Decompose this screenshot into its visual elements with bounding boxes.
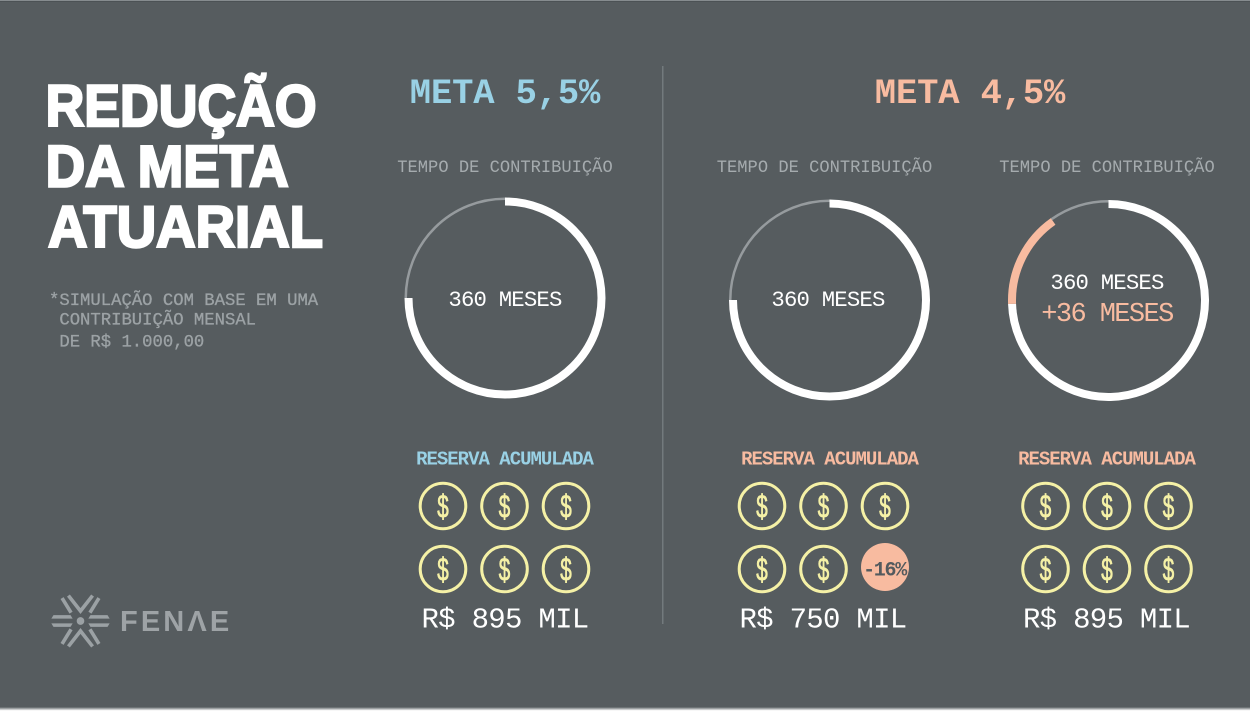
svg-text:360 MESES: 360 MESES (771, 287, 885, 313)
svg-text:RESERVA ACUMULADA: RESERVA ACUMULADA (1018, 449, 1196, 471)
svg-text:RESERVA ACUMULADA: RESERVA ACUMULADA (741, 449, 919, 471)
svg-text:+36 MESES: +36 MESES (1041, 300, 1173, 330)
svg-text:-16%: -16% (863, 559, 908, 582)
svg-text:R$ 895 MIL: R$ 895 MIL (1023, 604, 1190, 637)
svg-text:META 4,5%: META 4,5% (875, 73, 1066, 114)
svg-text:RESERVA ACUMULADA: RESERVA ACUMULADA (416, 449, 594, 471)
svg-text:META 5,5%: META 5,5% (410, 73, 601, 114)
svg-text:REDUÇÃO: REDUÇÃO (46, 74, 317, 139)
svg-text:R$ 750 MIL: R$ 750 MIL (739, 604, 906, 637)
svg-text:FENΛE: FENΛE (120, 606, 232, 638)
svg-text:R$ 895 MIL: R$ 895 MIL (421, 604, 588, 637)
svg-text:DE R$ 1.000,00: DE R$ 1.000,00 (59, 334, 204, 353)
svg-text:TEMPO DE CONTRIBUIÇÃO: TEMPO DE CONTRIBUIÇÃO (397, 158, 612, 178)
svg-text:ATUARIAL: ATUARIAL (48, 195, 323, 260)
svg-text:TEMPO DE CONTRIBUIÇÃO: TEMPO DE CONTRIBUIÇÃO (717, 158, 932, 178)
svg-text:TEMPO DE CONTRIBUIÇÃO: TEMPO DE CONTRIBUIÇÃO (999, 158, 1214, 178)
svg-text:*SIMULAÇÃO COM BASE EM UMA: *SIMULAÇÃO COM BASE EM UMA (49, 291, 319, 311)
svg-text:CONTRIBUIÇÃO MENSAL: CONTRIBUIÇÃO MENSAL (59, 311, 256, 331)
svg-text:360 MESES: 360 MESES (1050, 270, 1164, 296)
svg-text:360 MESES: 360 MESES (448, 287, 562, 313)
svg-text:DA META: DA META (46, 135, 289, 200)
